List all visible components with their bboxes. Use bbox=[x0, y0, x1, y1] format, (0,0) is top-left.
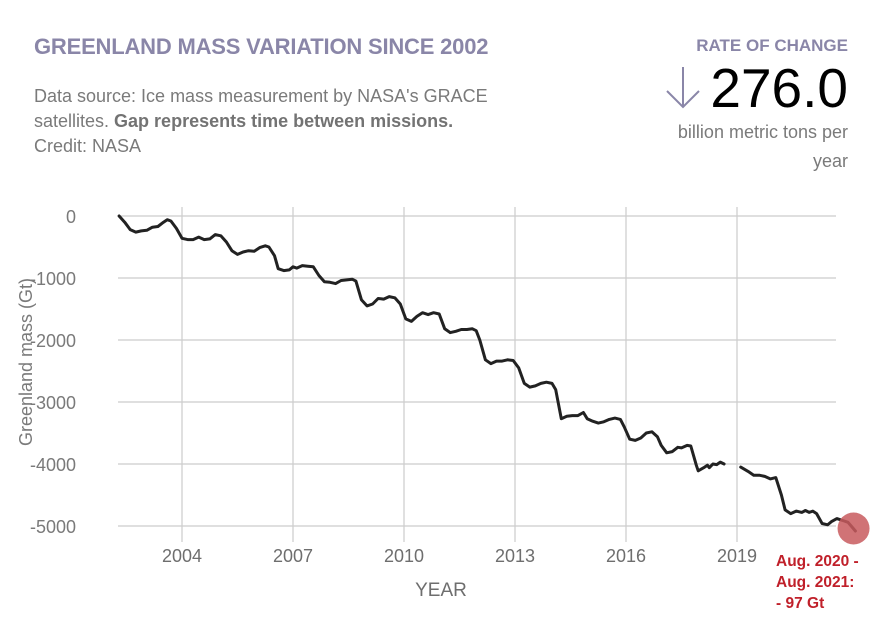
series-line-grace-fo bbox=[739, 465, 857, 533]
y-axis-label: Greenland mass (Gt) bbox=[16, 278, 36, 446]
x-tick-labels: 2004 2007 2010 2013 2016 2019 bbox=[162, 546, 757, 566]
annotation-line-2: Aug. 2021: bbox=[776, 574, 855, 591]
grid bbox=[118, 207, 836, 542]
y-tick-label: -4000 bbox=[30, 455, 76, 475]
x-tick-label: 2013 bbox=[495, 546, 535, 566]
arrow-down-icon bbox=[666, 67, 701, 109]
gap-note: Gap represents time between missions. bbox=[114, 111, 454, 131]
y-tick-label: -1000 bbox=[30, 269, 76, 289]
chart-title: GREENLAND MASS VARIATION SINCE 2002 bbox=[34, 34, 489, 59]
credit-text: Credit: NASA bbox=[34, 136, 142, 156]
rate-unit: billion metric tons per year bbox=[677, 122, 848, 171]
annotation-line-1: Aug. 2020 - bbox=[776, 553, 859, 570]
y-tick-label: -3000 bbox=[30, 393, 76, 413]
annotation-marker bbox=[837, 512, 870, 545]
rate-of-change-panel: RATE OF CHANGE 276.0 billion metric tons… bbox=[648, 36, 848, 176]
annotation-line-3: - 97 Gt bbox=[776, 595, 825, 612]
rate-value: 276.0 bbox=[710, 57, 848, 119]
x-tick-label: 2004 bbox=[162, 546, 202, 566]
data-source-text: Data source: Ice mass measurement by NAS… bbox=[34, 86, 488, 131]
y-tick-labels: 0 -1000 -2000 -3000 -4000 -5000 bbox=[30, 207, 76, 537]
x-tick-label: 2016 bbox=[606, 546, 646, 566]
y-tick-label: -2000 bbox=[30, 331, 76, 351]
x-axis-label: YEAR bbox=[415, 580, 467, 601]
x-tick-label: 2019 bbox=[717, 546, 757, 566]
y-tick-label: 0 bbox=[66, 207, 76, 227]
series-line-grace bbox=[117, 214, 726, 473]
x-tick-label: 2007 bbox=[273, 546, 313, 566]
series-lines bbox=[117, 214, 857, 533]
annotation-text: Aug. 2020 - Aug. 2021: - 97 Gt bbox=[776, 551, 859, 614]
x-tick-label: 2010 bbox=[384, 546, 424, 566]
rate-label: RATE OF CHANGE bbox=[696, 36, 848, 55]
chart-description: Data source: Ice mass measurement by NAS… bbox=[34, 84, 554, 159]
y-tick-label: -5000 bbox=[30, 517, 76, 537]
